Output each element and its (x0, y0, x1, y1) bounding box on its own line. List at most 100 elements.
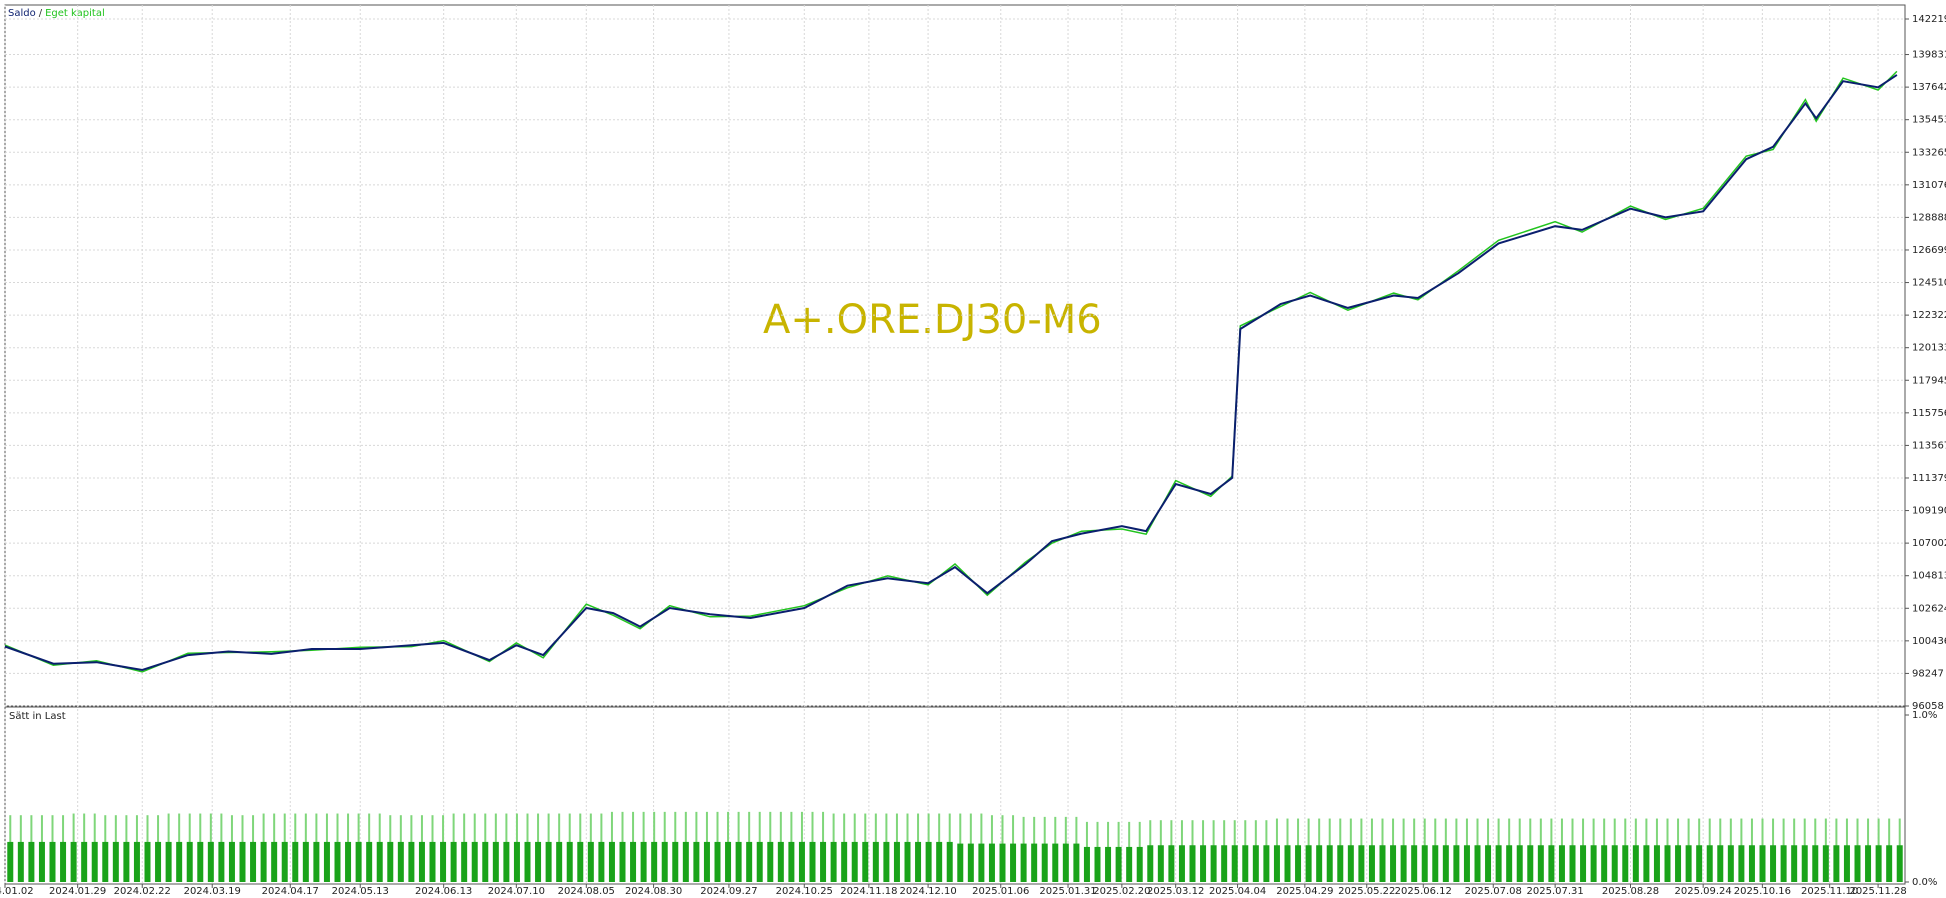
x-tick-label: 2024.10.25 (776, 886, 833, 897)
load-bar (1242, 845, 1249, 882)
y-tick-label: 107002 (1912, 538, 1946, 549)
load-bar (250, 841, 257, 882)
load-bar (1157, 845, 1164, 882)
load-bar (1442, 845, 1449, 882)
load-bar (1210, 845, 1217, 882)
load-bar (999, 843, 1006, 882)
load-bar (1263, 845, 1270, 882)
load-bar (1791, 845, 1798, 882)
line-0 (4, 74, 1898, 672)
load-bar (1221, 845, 1228, 882)
load-bar (535, 841, 542, 882)
load-bar (946, 841, 953, 882)
load-bar (777, 841, 784, 882)
load-bar (756, 841, 763, 882)
load-bar (482, 841, 489, 882)
load-bar (841, 841, 848, 882)
load-bar (693, 841, 700, 882)
load-bar (1896, 845, 1903, 882)
load-bar (1083, 846, 1090, 882)
load-bar (1653, 845, 1660, 882)
load-bar (1136, 846, 1143, 882)
load-bar (133, 841, 140, 882)
load-bar (376, 841, 383, 882)
load-bar (1316, 845, 1323, 882)
load-bar (619, 841, 626, 882)
load-bar (1506, 845, 1513, 882)
y-tick-label: 135453 (1912, 115, 1946, 126)
y-tick-label: 98247 (1912, 668, 1944, 679)
load-bar (1696, 845, 1703, 882)
load-bar (1527, 845, 1534, 882)
x-tick-label: 2025.04.29 (1276, 886, 1333, 897)
load-bar (1453, 845, 1460, 882)
x-tick-label: 2025.02.20 (1093, 886, 1150, 897)
load-bar (714, 841, 721, 882)
load-bar (893, 841, 900, 882)
load-bar (1485, 845, 1492, 882)
y-tick-label: 137642 (1912, 82, 1946, 93)
load-bar (1812, 845, 1819, 882)
load-bar (440, 841, 447, 882)
x-tick-label: 2025.11.10 (1801, 886, 1858, 897)
load-bar (1748, 845, 1755, 882)
load-bar (81, 841, 88, 882)
load-bar (397, 841, 404, 882)
load-bar (1326, 845, 1333, 882)
load-bar (598, 841, 605, 882)
load-bar (1463, 845, 1470, 882)
load-bar (197, 841, 204, 882)
load-bar (545, 841, 552, 882)
legend-equity: Eget kapital (45, 8, 105, 19)
load-bar (1010, 843, 1017, 882)
y-tick-label: 0.0% (1912, 877, 1937, 888)
load-bar (1252, 845, 1259, 882)
load-bar (1094, 846, 1101, 882)
load-bar (1411, 845, 1418, 882)
load-bar (112, 841, 119, 882)
load-bar (1390, 845, 1397, 882)
load-bar (1854, 845, 1861, 882)
load-bar (1126, 846, 1133, 882)
x-tick-label: 2024.04.17 (262, 886, 319, 897)
load-bar (1421, 845, 1428, 882)
x-tick-label: 2025.07.08 (1465, 886, 1522, 897)
load-bar (682, 841, 689, 882)
load-bar (830, 841, 837, 882)
load-bar (334, 841, 341, 882)
load-bar (302, 841, 309, 882)
load-bar (144, 841, 151, 882)
load-bar (355, 841, 362, 882)
load-bar (207, 841, 214, 882)
load-bar (862, 841, 869, 882)
load-bar (366, 841, 373, 882)
load-bar (218, 841, 225, 882)
legend-saldo: Saldo (8, 8, 36, 19)
load-bar (418, 841, 425, 882)
load-bar (1632, 845, 1639, 882)
load-bar (503, 841, 510, 882)
load-bar (17, 841, 24, 882)
x-tick-label: 2024.06.13 (415, 886, 472, 897)
load-bar (155, 841, 162, 882)
load-bar (1200, 845, 1207, 882)
load-bar (1379, 845, 1386, 882)
x-tick-label: 2024.11.18 (840, 886, 897, 897)
load-bar (936, 841, 943, 882)
y-tick-label: 96058 (1912, 701, 1944, 712)
load-bar (1041, 843, 1048, 882)
load-bar (820, 841, 827, 882)
y-tick-label: 1.0% (1912, 710, 1937, 721)
load-bar (1886, 845, 1893, 882)
load-bar (1865, 845, 1872, 882)
load-bar (1590, 845, 1597, 882)
load-bar (1643, 845, 1650, 882)
line-1 (4, 70, 1898, 673)
load-bar (1273, 845, 1280, 882)
load-bar (49, 841, 56, 882)
load-bar (271, 841, 278, 882)
x-tick-label: 2024.09.27 (700, 886, 757, 897)
load-bar (883, 841, 890, 882)
load-bar (1717, 845, 1724, 882)
